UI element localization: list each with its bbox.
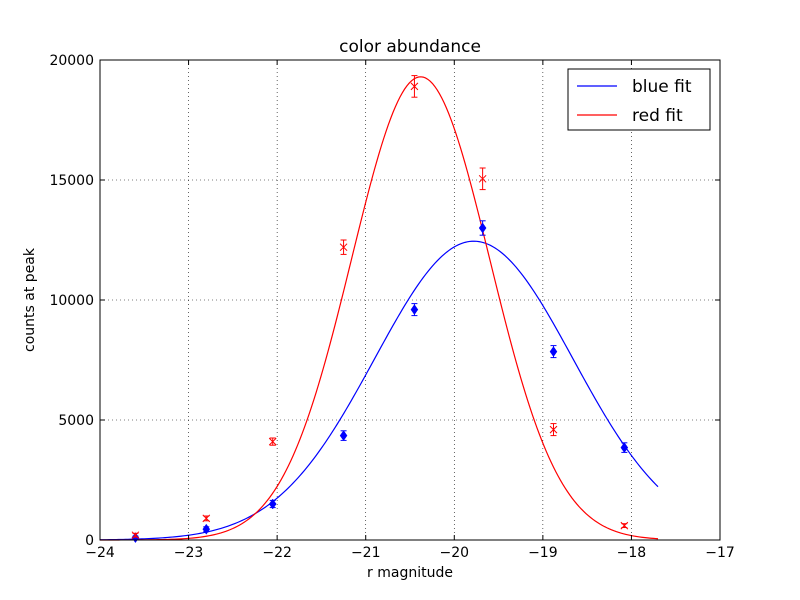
red-fit-point	[339, 239, 348, 255]
fit-curves	[99, 76, 659, 541]
x-marker	[268, 437, 277, 446]
red-fit-point	[478, 167, 487, 191]
red-fit-point	[549, 423, 558, 437]
red-fit-point	[620, 521, 629, 530]
red-fit-point	[202, 514, 211, 523]
red-fit-point	[131, 531, 140, 540]
y-tick-label: 10000	[49, 293, 94, 309]
x-axis-label: r magnitude	[367, 565, 453, 581]
x-tick-label: −17	[705, 545, 735, 561]
x-marker	[620, 521, 629, 530]
x-marker	[410, 82, 419, 91]
x-tick-label: −22	[262, 545, 292, 561]
diamond-marker	[410, 304, 419, 316]
diamond-marker	[339, 430, 348, 442]
y-tick-label: 15000	[49, 173, 94, 189]
blue-fit-point	[202, 523, 211, 535]
x-tick-label: −21	[351, 545, 381, 561]
grid	[100, 60, 720, 540]
blue-fit-point	[268, 498, 277, 510]
x-marker	[202, 514, 211, 523]
diamond-marker	[549, 346, 558, 358]
data-points	[131, 75, 629, 544]
y-tick-label: 0	[85, 533, 94, 549]
blue-fit-point	[620, 442, 629, 454]
legend-label-blue-fit: blue fit	[632, 77, 692, 97]
legend: blue fit red fit	[567, 68, 711, 131]
red-fit-point	[268, 437, 277, 446]
diamond-marker	[268, 498, 277, 510]
ticks: −24 −23 −22 −21 −20 −19 −18 −17 0 5000 10000 15000 2…	[49, 53, 734, 561]
diamond-marker	[478, 222, 487, 234]
blue-fit-point	[339, 430, 348, 442]
x-tick-label: −23	[174, 545, 204, 561]
blue-fit-point	[410, 303, 419, 317]
y-tick-label: 20000	[49, 53, 94, 69]
blue-fit-point	[478, 220, 487, 236]
x-tick-label: −20	[440, 545, 470, 561]
diamond-marker	[620, 442, 629, 454]
x-marker	[478, 174, 487, 183]
x-tick-label: −24	[85, 545, 115, 561]
x-tick-label: −19	[528, 545, 558, 561]
red-fit-curve	[100, 76, 659, 541]
x-marker	[549, 425, 558, 434]
y-tick-label: 5000	[58, 413, 94, 429]
blue-fit-curve	[99, 240, 659, 541]
x-marker	[131, 531, 140, 540]
y-axis-label: counts at peak	[22, 247, 38, 352]
diamond-marker	[202, 523, 211, 535]
legend-box	[567, 68, 711, 131]
x-marker	[339, 243, 348, 252]
x-tick-label: −18	[617, 545, 647, 561]
blue-fit-point	[549, 345, 558, 359]
legend-label-red-fit: red fit	[632, 106, 683, 126]
red-fit-point	[410, 75, 419, 98]
chart-title: color abundance	[339, 37, 481, 57]
